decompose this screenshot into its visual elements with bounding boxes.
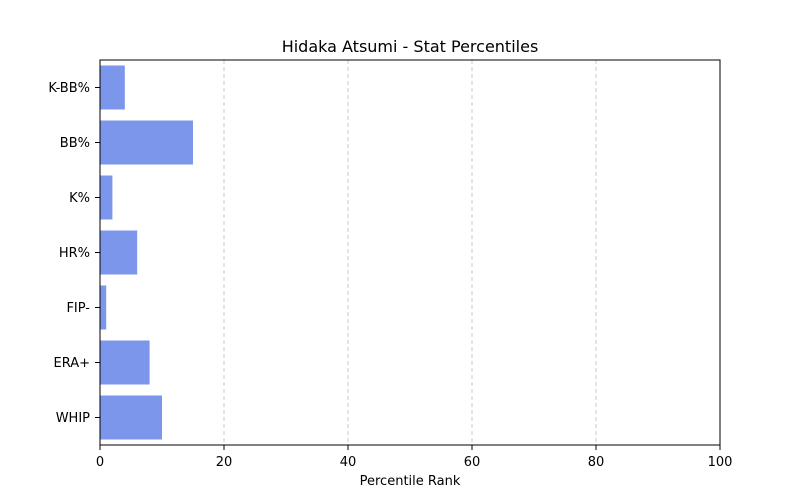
x-tick-label: 60 (464, 455, 481, 470)
x-tick-label: 80 (588, 455, 605, 470)
bars (100, 65, 193, 440)
x-tick-label: 100 (708, 455, 733, 470)
y-tick-label: ERA+ (53, 356, 90, 371)
chart-title: Hidaka Atsumi - Stat Percentiles (282, 37, 539, 56)
y-tick-label: K-BB% (48, 81, 90, 96)
x-tick-label: 20 (216, 455, 233, 470)
x-axis-label: Percentile Rank (360, 474, 461, 489)
y-axis-ticks: K-BB% BB% K% HR% FIP- ERA+ WHIP (48, 81, 100, 426)
bar (100, 395, 162, 440)
y-tick-label: WHIP (56, 411, 90, 426)
bar (100, 175, 113, 220)
x-tick-label: 40 (340, 455, 357, 470)
bar (100, 65, 125, 110)
y-tick-label: K% (69, 191, 90, 206)
grid-lines (223, 60, 597, 445)
bar (100, 285, 107, 330)
x-axis-ticks: 0 20 40 60 80 100 (96, 445, 733, 470)
y-tick-label: BB% (60, 136, 90, 151)
bar (100, 230, 138, 275)
bar (100, 340, 150, 385)
y-tick-label: FIP- (66, 301, 90, 316)
y-tick-label: HR% (59, 246, 90, 261)
x-tick-label: 0 (96, 455, 104, 470)
bar (100, 120, 193, 165)
